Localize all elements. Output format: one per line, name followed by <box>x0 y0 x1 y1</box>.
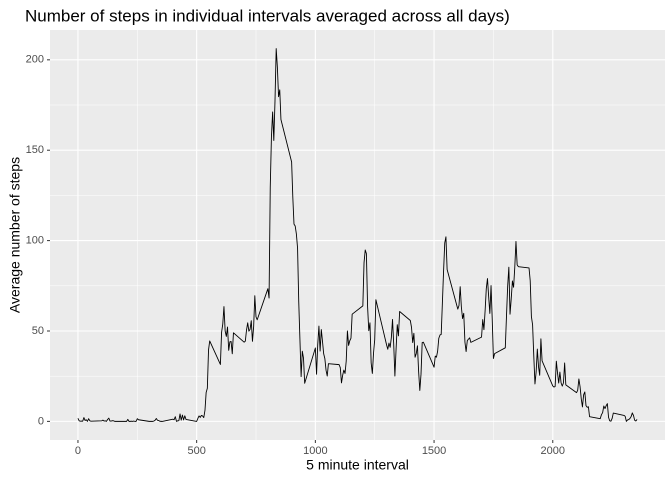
plot-panel <box>50 30 665 440</box>
x-tick-label: 1000 <box>303 445 327 457</box>
x-tick-label: 500 <box>187 445 205 457</box>
y-axis-title: Average number of steps <box>7 157 23 313</box>
x-tick-label: 2000 <box>541 445 565 457</box>
y-tick-label: 50 <box>32 325 44 337</box>
y-tick-label: 150 <box>26 144 44 156</box>
chart-title: Number of steps in individual intervals … <box>25 6 510 25</box>
y-tick-label: 0 <box>38 415 44 427</box>
x-tick-label: 0 <box>75 445 81 457</box>
y-tick-label: 200 <box>26 54 44 66</box>
line <box>77 48 638 422</box>
y-tick-label: 100 <box>26 235 44 247</box>
x-tick-label: 1500 <box>422 445 446 457</box>
x-axis-title: 5 minute interval <box>306 457 409 473</box>
